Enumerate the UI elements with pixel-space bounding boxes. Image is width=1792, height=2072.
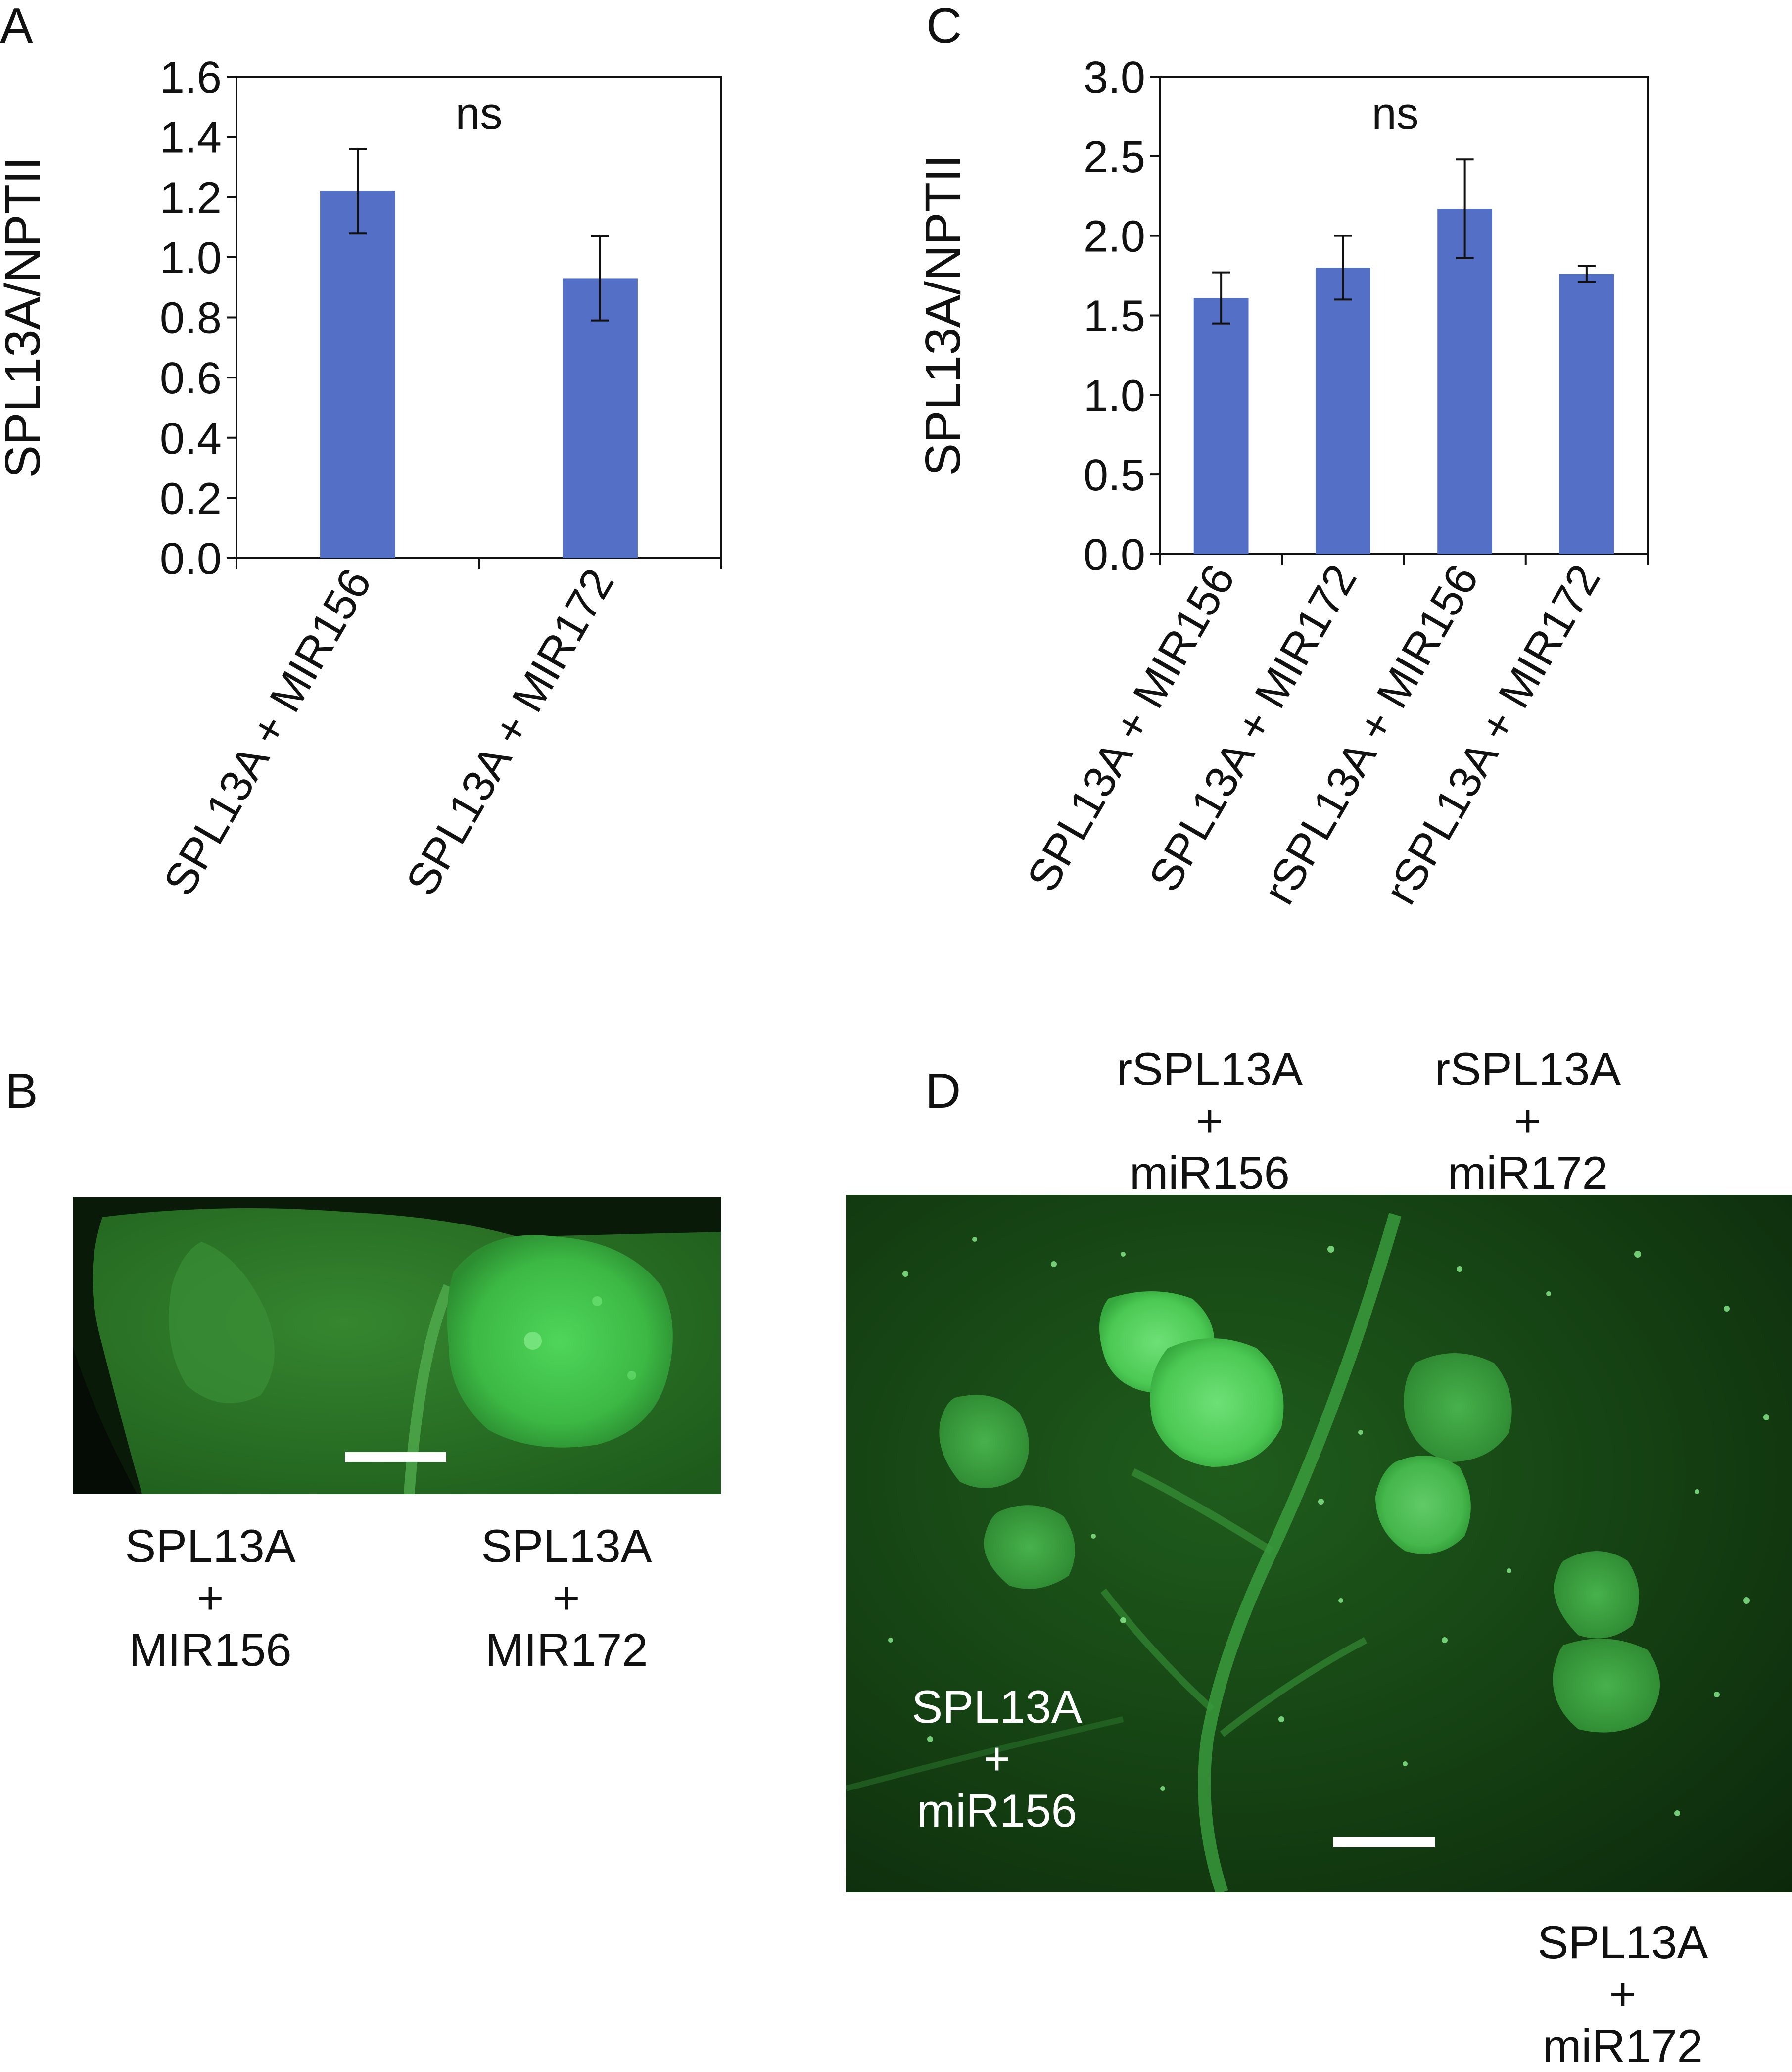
bar <box>1315 268 1370 554</box>
y-tick-label: 0.2 <box>160 474 222 523</box>
y-tick-label: 0.8 <box>160 294 222 343</box>
panel-letter-d: D <box>925 1063 961 1119</box>
y-tick-label: 1.0 <box>1084 371 1145 421</box>
y-tick-label: 2.0 <box>1084 212 1145 262</box>
x-category-label: rSPL13A + MIR172 <box>1376 557 1610 912</box>
caption-b-right: SPL13A + MIR172 <box>455 1520 678 1676</box>
panel-letter-c: C <box>926 0 962 53</box>
caption-d-top-right-line3: miR172 <box>1448 1147 1608 1199</box>
caption-d-inset-line2: + <box>983 1733 1011 1785</box>
bar <box>1437 208 1493 554</box>
y-tick-label: 1.6 <box>160 53 222 102</box>
caption-b-left-line1: SPL13A <box>125 1520 296 1572</box>
bar <box>563 278 638 558</box>
caption-b-right-line3: MIR172 <box>485 1624 648 1676</box>
caption-d-top-left-line1: rSPL13A <box>1116 1043 1303 1095</box>
y-tick-label: 0.5 <box>1084 451 1145 500</box>
x-category-label: SPL13A + MIR156 <box>154 561 381 903</box>
photo-b-fluorescence <box>73 1197 721 1494</box>
plot-frame <box>236 76 722 559</box>
y-tick-label: 0.4 <box>160 414 222 464</box>
y-tick-label: 0.0 <box>160 534 222 584</box>
y-tick-label: 1.2 <box>160 173 222 223</box>
caption-d-top-right: rSPL13A + miR172 <box>1414 1043 1642 1199</box>
caption-d-top-right-line2: + <box>1514 1095 1542 1147</box>
caption-b-left: SPL13A + MIR156 <box>99 1520 322 1676</box>
caption-d-inset-line1: SPL13A <box>911 1681 1083 1733</box>
x-category-label: SPL13A + MIR172 <box>397 561 623 903</box>
caption-d-bottom-line2: + <box>1609 1968 1637 2020</box>
scale-bar-d <box>1333 1837 1435 1847</box>
scale-bar-b <box>345 1452 446 1462</box>
y-tick-label: 3.0 <box>1084 53 1145 102</box>
caption-b-left-line2: + <box>196 1572 224 1624</box>
caption-d-top-left-line3: miR156 <box>1130 1147 1290 1199</box>
caption-d-inset-line3: miR156 <box>917 1785 1077 1837</box>
photo-d-fluorescence <box>846 1195 1792 1892</box>
y-tick-label: 0.0 <box>1084 530 1145 580</box>
panel-letter-a: A <box>0 0 33 53</box>
y-tick-label: 1.4 <box>160 113 222 163</box>
x-category-label: rSPL13A + MIR156 <box>1254 557 1488 912</box>
caption-d-top-left-line2: + <box>1196 1095 1224 1147</box>
caption-d-top-right-line1: rSPL13A <box>1434 1043 1621 1095</box>
panel-letter-b: B <box>5 1063 38 1119</box>
y-axis-label: SPL13A/NPTII <box>0 156 50 478</box>
bar <box>320 191 395 558</box>
chart-a: 0.0 0.2 0.4 0.6 0.8 1.0 1.2 1.4 1.6 SPL13A + MIR1… <box>0 53 722 903</box>
caption-d-bottom-line1: SPL13A <box>1537 1916 1708 1968</box>
significance-annotation: ns <box>455 89 502 139</box>
caption-b-right-line1: SPL13A <box>481 1520 652 1572</box>
caption-b-left-line3: MIR156 <box>129 1624 292 1676</box>
caption-d-bottom: SPL13A + miR172 <box>1514 1916 1732 2072</box>
caption-d-bottom-line3: miR172 <box>1543 2020 1703 2072</box>
y-tick-label: 2.5 <box>1084 133 1145 182</box>
bar <box>1193 298 1249 554</box>
y-tick-label: 1.5 <box>1084 292 1145 341</box>
y-axis-label: SPL13A/NPTII <box>920 154 971 476</box>
bar <box>1559 274 1614 554</box>
y-tick-label: 0.6 <box>160 354 222 403</box>
caption-b-right-line2: + <box>553 1572 580 1624</box>
caption-d-top-left: rSPL13A + miR156 <box>1096 1043 1323 1199</box>
caption-d-inset: SPL13A + miR156 <box>888 1681 1106 1837</box>
y-tick-label: 1.0 <box>160 234 222 283</box>
significance-annotation: ns <box>1371 89 1418 139</box>
